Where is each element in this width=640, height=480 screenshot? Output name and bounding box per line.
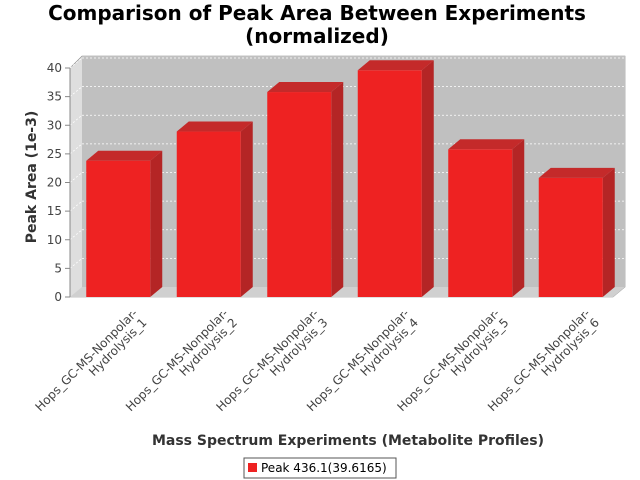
legend-label: Peak 436.1(39.6165) xyxy=(261,461,387,475)
bar-side xyxy=(512,139,525,297)
gridline-side xyxy=(69,172,83,183)
bar-front xyxy=(176,131,241,297)
bar-front xyxy=(357,70,422,297)
y-tick-label: 10 xyxy=(47,233,62,247)
bar xyxy=(176,121,253,297)
legend-swatch xyxy=(248,463,257,472)
bar-side xyxy=(331,82,344,297)
bar xyxy=(86,150,163,297)
bar xyxy=(448,139,525,297)
bar-front xyxy=(267,92,332,297)
legend: Peak 436.1(39.6165) xyxy=(243,457,397,479)
y-tick-label: 25 xyxy=(47,147,62,161)
gridline-side xyxy=(69,143,83,155)
legend-box xyxy=(243,457,397,479)
bar-side xyxy=(240,121,253,297)
y-axis: 0 5 10 15 20 25 30 35 40 xyxy=(47,61,71,304)
gridlines xyxy=(69,57,625,269)
bar xyxy=(538,167,615,297)
bar-top xyxy=(538,167,615,178)
y-tick-label: 15 xyxy=(47,204,62,218)
gridline-side xyxy=(69,200,83,212)
bar-top xyxy=(357,60,434,71)
bar-top xyxy=(176,121,253,132)
bar-top xyxy=(86,150,163,161)
bar-front xyxy=(448,149,513,297)
x-axis-label: Mass Spectrum Experiments (Metabolite Pr… xyxy=(152,433,544,449)
bar-top xyxy=(448,139,525,150)
bar xyxy=(267,82,344,297)
gridline-side xyxy=(69,57,83,69)
bar-side xyxy=(602,167,615,297)
gridline-side xyxy=(69,86,83,97)
y-tick-label: 40 xyxy=(47,61,62,75)
y-axis-label: Peak Area (1e-3) xyxy=(24,111,40,244)
gridline-side xyxy=(69,114,83,126)
bars xyxy=(86,60,615,297)
chart-title-line-2: (normalized) xyxy=(245,24,389,48)
x-tick-label: Hops_GC-MS-Nonpolar- xyxy=(32,306,140,414)
bar-side xyxy=(421,60,434,297)
bar-top xyxy=(267,82,344,93)
bar-side xyxy=(150,150,163,297)
plot-back-wall xyxy=(82,56,625,287)
bar-front xyxy=(538,177,603,297)
gridline-side xyxy=(69,258,83,269)
bar xyxy=(357,60,434,297)
y-tick-label: 0 xyxy=(54,290,62,304)
chart-title: Comparison of Peak Area Between Experime… xyxy=(48,1,586,48)
chart-title-line-1: Comparison of Peak Area Between Experime… xyxy=(48,1,586,25)
bar-front xyxy=(86,160,151,297)
gridline-side xyxy=(69,229,83,241)
x-tick-labels: Hops_GC-MS-Nonpolar-Hydrolysis_1Hops_GC-… xyxy=(32,306,602,414)
y-tick-label: 5 xyxy=(54,261,62,275)
y-tick-label: 35 xyxy=(47,90,62,104)
y-tick-label: 20 xyxy=(47,176,62,190)
y-tick-label: 30 xyxy=(47,118,62,132)
